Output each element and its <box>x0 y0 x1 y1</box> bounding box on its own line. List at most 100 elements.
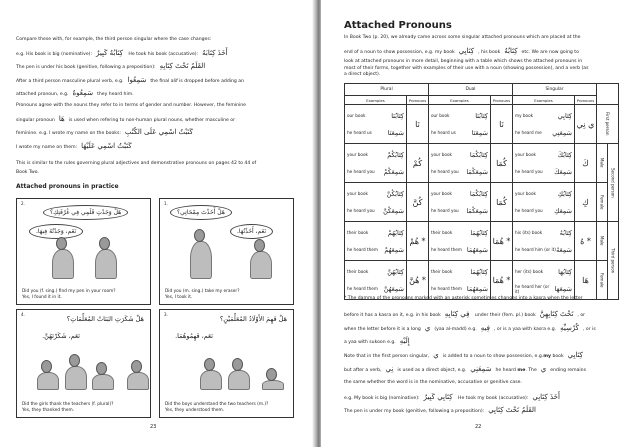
panel-number: 2. <box>21 201 25 206</box>
person-figure <box>250 251 272 279</box>
text-segment: , or is a yaa with kasra e.g. <box>493 326 557 332</box>
text-segment: Book Two. <box>16 170 39 175</box>
page-number: 23 <box>150 424 157 430</box>
text-segment: (yaa al-madd) e.g. <box>434 326 477 332</box>
example: their book كِتَابُهُمَا <box>431 224 488 241</box>
example-arabic: كِتَابُهُمَا <box>470 228 488 237</box>
example-english: he heard them <box>347 247 378 252</box>
panel-number: 3. <box>164 312 168 317</box>
text-segment: etc. We are now going to <box>521 50 579 55</box>
text-line: I wrote my name on them: كَتَبْتُ اسْمِي … <box>16 142 136 152</box>
text-segment: attached pronoun, e.g. <box>16 91 69 97</box>
caption-answer: Yes, they understood them. <box>165 408 225 413</box>
examples-header: Examples <box>344 95 407 105</box>
gender-label: Male <box>596 143 608 183</box>
example-english: he heard you <box>347 208 375 213</box>
comic-panel: 4. هَلْ شَكَرَتِ البَنَاتُ المُعَلِّمَاتِ… <box>16 309 151 418</box>
example-english: he heard us <box>431 130 456 135</box>
comic-panel: 2. هَلْ وَجَدْتِ قَلَمِي فِي غُرْفَتِكِ؟ ن… <box>16 198 151 305</box>
arabic-text: كَتَبْتُ اسْمِي عَلَى الكُتُبِ <box>124 128 193 137</box>
example-arabic: سَمِعَكَ <box>554 167 572 176</box>
arabic-text: أَخَذَ كِتَابِي <box>532 392 560 401</box>
caption-answer: Yes, I found it in it. <box>22 295 62 300</box>
example-english: their book <box>431 230 453 235</box>
text-line: most of their forms, together with examp… <box>344 65 588 73</box>
examples-header: Examples <box>428 95 491 105</box>
example-english: your book <box>431 152 452 157</box>
arabic-text: ي <box>540 365 547 373</box>
arabic-text: سَمِعَنِي <box>470 365 492 373</box>
text-segment: when the letter before it is a long <box>344 326 421 332</box>
person-head <box>194 229 205 242</box>
text-segment: After a third person masculine plural ve… <box>16 78 124 84</box>
pronoun-cell: هُنَّ * <box>406 260 429 300</box>
example-english: her (its) book <box>515 269 544 274</box>
text-segment: is used as a direct object, e.g. <box>397 368 467 373</box>
table-group-header-row: Plural Dual Singular <box>344 83 619 105</box>
text-line: when the letter before it is a long ي (yaa… <box>344 324 596 334</box>
example: his (its) book كِتَابُهُ <box>515 224 572 241</box>
text-segment: a yaa with sukoon e.g. <box>344 340 396 346</box>
table-row: their book كِتَابُهُنَّ he heard them سَمِع… <box>344 260 619 300</box>
gender-label: Male <box>596 221 608 261</box>
arabic-text: تَحْتَ كِتَابِهِنَّ <box>539 309 574 318</box>
example-arabic: كِتَابُهُمْ <box>387 228 404 237</box>
person-label: First person <box>596 104 619 144</box>
examples-cell: your book كِتَابُكِ he heard you سَمِعَكِ <box>512 182 575 222</box>
example: he heard her (or it) سَمِعَهَا <box>515 280 572 297</box>
example-english: our book <box>431 113 450 118</box>
example: my book كِتَابِي <box>515 107 572 124</box>
left-page-23: Compare these with, for example, the thi… <box>0 0 317 447</box>
example-english: he heard you <box>431 169 459 174</box>
gender-label: Female <box>596 260 608 300</box>
examples-cell: your book كِتَابُكَ he heard you سَمِعَكَ <box>512 143 575 183</box>
arabic-text: إِلَيْهِ <box>399 337 410 346</box>
example-arabic: كِتَابُكُمَا <box>469 189 488 198</box>
text-segment: . The <box>525 368 537 373</box>
example-arabic: سَمِعَنِي <box>552 128 572 137</box>
examples-cell: your book كِتَابُكُمَا he heard you سَمِعَك… <box>428 143 491 183</box>
text-segment: is added to a noun to show possession, e… <box>442 354 544 360</box>
example: your book كِتَابُكُنَّ <box>347 185 404 202</box>
text-segment: me <box>517 368 526 373</box>
text-line: The pen is under my book (genitive, foll… <box>344 406 540 416</box>
pronoun-cell: نَا <box>490 104 513 144</box>
section-title: Attached pronouns in practice <box>16 183 119 190</box>
person-head <box>131 360 142 373</box>
text-segment: The pen is under his book (genitive, fol… <box>16 65 156 71</box>
example: your book كِتَابُكَ <box>515 146 572 163</box>
example-english: their book <box>347 230 369 235</box>
speech-bubble-question: هَلْ أَخَذْتَ مِمْحَاتِي؟ <box>170 205 232 220</box>
text-segment: he heard <box>495 368 518 373</box>
examples-cell: her (its) book كِتَابُهَا he heard her (or… <box>512 260 575 300</box>
text-segment: end of a noun to show possession, e.g. m… <box>344 50 455 55</box>
text-line: Book Two. <box>16 169 39 177</box>
pronouns-header: Pronouns <box>406 95 429 105</box>
example-arabic: كِتَابُكُنَّ <box>386 189 404 198</box>
arabic-text: كِتَابِي <box>458 47 475 55</box>
arabic-text: كُرْسِيِّهِ <box>560 323 580 332</box>
example-arabic: سَمِعَكُمْ <box>383 167 404 176</box>
caption-question: Did the girls thank the teachers (f. plu… <box>22 402 114 407</box>
example-english: he heard you <box>515 208 543 213</box>
page-title: Attached Pronouns <box>344 20 452 31</box>
label-header <box>596 83 619 105</box>
example: our book كِتَابُنَا <box>347 107 404 124</box>
text-line: look at attached pronouns in more detail… <box>344 58 582 66</box>
example: her (its) book كِتَابُهَا <box>515 263 572 280</box>
example: he heard them سَمِعَهُمْ <box>347 241 404 258</box>
page-number: 22 <box>475 424 482 430</box>
arabic-text: أَخَذَ كِتَابَهُ <box>202 49 228 58</box>
example-english: our book <box>347 113 366 118</box>
text-segment: , or <box>577 312 586 318</box>
text-line: feminine. e.g. I wrote my name on the bo… <box>16 128 197 138</box>
examples-cell: your book كِتَابُكُمَا he heard you سَمِعَك… <box>428 182 491 222</box>
example-english: your book <box>347 191 368 196</box>
person-head <box>99 237 110 250</box>
arabic-text: كِتَابُهُ <box>504 47 518 55</box>
example-arabic: كِتَابِي <box>557 111 572 120</box>
panel-number: 4. <box>21 312 25 317</box>
text-line: before it has a kasra on it, e.g. in his… <box>344 310 585 320</box>
text-segment: I wrote my name on them: <box>16 144 78 150</box>
examples-cell: your book كِتَابُكُمْ he heard you سَمِعَكُ… <box>344 143 407 183</box>
